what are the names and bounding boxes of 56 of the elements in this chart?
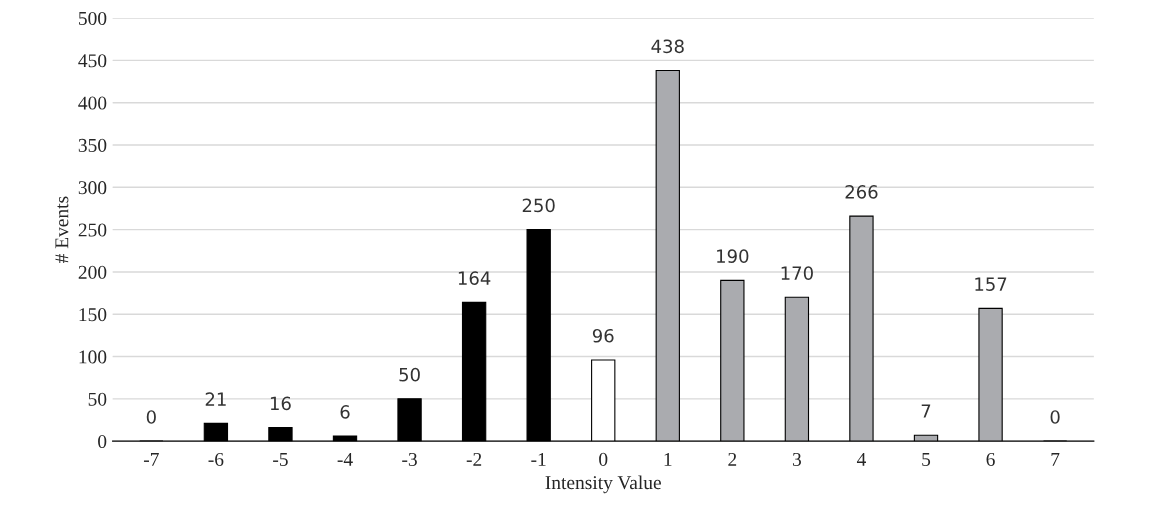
y-tick-label: 150	[79, 308, 107, 322]
x-tick-label: -6	[208, 452, 224, 466]
x-tick-label: -3	[402, 452, 417, 466]
x-tick-label: -1	[531, 452, 546, 466]
x-tick-label: 1	[664, 452, 672, 466]
x-tick-label: -5	[273, 453, 288, 466]
bar	[849, 215, 874, 442]
data-label: 7	[921, 404, 931, 418]
y-tick-label: 0	[98, 435, 107, 449]
data-label: 50	[399, 367, 420, 382]
y-tick-label: 250	[78, 223, 107, 237]
x-tick-label: 5	[922, 453, 931, 466]
data-label: 190	[717, 249, 749, 264]
x-tick-label: -7	[143, 453, 159, 466]
data-label: 266	[845, 185, 878, 199]
bar	[591, 359, 616, 442]
data-label: 157	[975, 277, 1007, 291]
y-tick-label: 450	[78, 54, 107, 68]
x-tick-label: 0	[599, 452, 608, 466]
data-label: 170	[781, 266, 813, 280]
y-tick-label: 100	[79, 350, 107, 364]
data-label: 250	[522, 198, 555, 213]
bar	[461, 301, 487, 442]
data-label: 0	[146, 410, 156, 424]
data-label: 0	[1050, 410, 1060, 424]
data-label: 96	[592, 328, 614, 343]
y-tick-label: 50	[88, 392, 107, 406]
bar	[720, 279, 745, 442]
y-axis-title: # Events	[55, 196, 69, 264]
data-label: 21	[205, 392, 226, 406]
bar	[268, 427, 293, 442]
bar	[526, 229, 551, 442]
bar	[913, 434, 939, 442]
bar	[203, 422, 229, 442]
y-tick-label: 350	[78, 138, 107, 152]
bar	[397, 398, 422, 442]
bar	[978, 307, 1003, 442]
x-tick-label: -2	[466, 452, 482, 466]
x-tick-label: 2	[728, 452, 737, 466]
y-tick-label: 200	[78, 265, 107, 279]
data-label: 6	[340, 405, 350, 419]
x-tick-label: 7	[1051, 453, 1060, 466]
data-label: 16	[270, 396, 291, 411]
y-tick-label: 400	[78, 96, 107, 110]
x-tick-label: 6	[986, 452, 995, 466]
bar	[655, 69, 680, 442]
bar	[784, 296, 810, 442]
y-tick-label: 500	[79, 11, 107, 25]
x-axis-title: Intensity Value	[545, 475, 661, 494]
x-tick-label: -4	[337, 452, 353, 466]
y-tick-label: 300	[78, 181, 107, 195]
x-tick-label: 4	[856, 452, 866, 466]
x-tick-label: 3	[792, 452, 801, 466]
data-label: 164	[458, 271, 491, 286]
bar	[332, 435, 358, 442]
data-label: 438	[651, 39, 684, 54]
